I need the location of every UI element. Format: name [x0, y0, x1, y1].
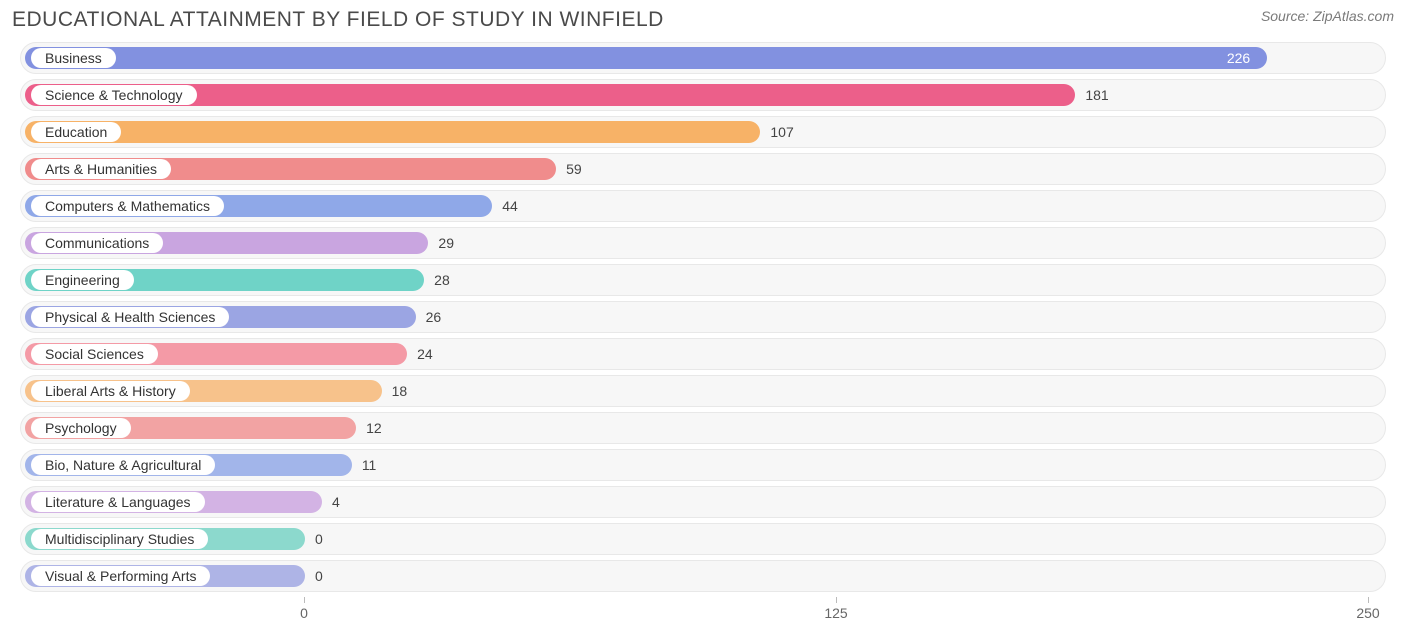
bar-value: 24: [417, 346, 433, 362]
bar-label: Business: [31, 48, 116, 68]
axis-label: 0: [300, 605, 308, 621]
bar-fill: [25, 121, 760, 143]
bar-value: 11: [362, 457, 377, 473]
bar-row: Physical & Health Sciences 26: [20, 301, 1386, 333]
bar-label: Multidisciplinary Studies: [31, 529, 208, 549]
bar-value: 226: [1227, 50, 1250, 66]
chart-title: EDUCATIONAL ATTAINMENT BY FIELD OF STUDY…: [12, 8, 664, 32]
bar-fill: [25, 47, 1267, 69]
bar-value: 29: [438, 235, 454, 251]
bar-row: Social Sciences 24: [20, 338, 1386, 370]
bar-value: 107: [770, 124, 793, 140]
bar-label: Arts & Humanities: [31, 159, 171, 179]
bar-label: Liberal Arts & History: [31, 381, 190, 401]
bar-label: Bio, Nature & Agricultural: [31, 455, 215, 475]
bar-value: 4: [332, 494, 340, 510]
bars-area: Business 226 Science & Technology 181 Educat…: [12, 42, 1394, 592]
axis-label: 250: [1356, 605, 1379, 621]
bar-value: 18: [392, 383, 408, 399]
bar-label: Visual & Performing Arts: [31, 566, 210, 586]
bar-value: 12: [366, 420, 382, 436]
bar-row: Education 107: [20, 116, 1386, 148]
axis-tick: [304, 597, 305, 603]
bar-row: Bio, Nature & Agricultural 11: [20, 449, 1386, 481]
bar-row: Multidisciplinary Studies 0: [20, 523, 1386, 555]
bar-label: Engineering: [31, 270, 134, 290]
bar-label: Computers & Mathematics: [31, 196, 224, 216]
bar-value: 26: [426, 309, 442, 325]
bar-row: Liberal Arts & History 18: [20, 375, 1386, 407]
bar-value: 181: [1085, 87, 1108, 103]
chart-header: EDUCATIONAL ATTAINMENT BY FIELD OF STUDY…: [12, 8, 1394, 32]
bar-label: Social Sciences: [31, 344, 158, 364]
bar-value: 59: [566, 161, 582, 177]
bar-value: 0: [315, 568, 323, 584]
bar-row: Science & Technology 181: [20, 79, 1386, 111]
bar-label: Literature & Languages: [31, 492, 205, 512]
bar-row: Literature & Languages 4: [20, 486, 1386, 518]
bar-row: Psychology 12: [20, 412, 1386, 444]
chart-source: Source: ZipAtlas.com: [1261, 8, 1394, 24]
bar-row: Visual & Performing Arts 0: [20, 560, 1386, 592]
x-axis: 0 125 250: [12, 597, 1394, 627]
chart-container: EDUCATIONAL ATTAINMENT BY FIELD OF STUDY…: [0, 0, 1406, 632]
axis-tick: [1368, 597, 1369, 603]
axis-label: 125: [824, 605, 847, 621]
bar-row: Computers & Mathematics 44: [20, 190, 1386, 222]
bar-value: 0: [315, 531, 323, 547]
bar-label: Science & Technology: [31, 85, 197, 105]
bar-row: Communications 29: [20, 227, 1386, 259]
bar-row: Engineering 28: [20, 264, 1386, 296]
bar-row: Arts & Humanities 59: [20, 153, 1386, 185]
bar-value: 44: [502, 198, 518, 214]
bar-label: Physical & Health Sciences: [31, 307, 229, 327]
bar-value: 28: [434, 272, 450, 288]
bar-row: Business 226: [20, 42, 1386, 74]
axis-tick: [836, 597, 837, 603]
bar-label: Communications: [31, 233, 163, 253]
bar-label: Psychology: [31, 418, 131, 438]
bar-label: Education: [31, 122, 121, 142]
